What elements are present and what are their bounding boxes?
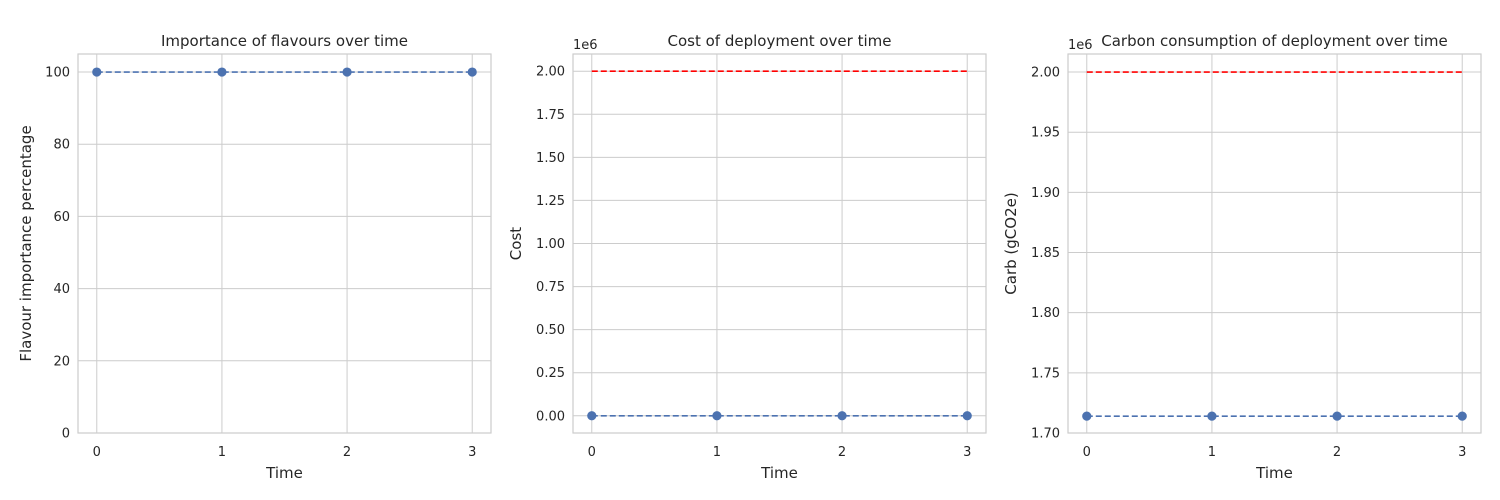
panel-carbon: 0 1 2 3 1.70 1.75 1.80 1.85 1.90 1.95 2.00 Carbon … <box>1002 32 1482 482</box>
panel-1-ticks: 0 1 2 3 0.00 0.25 0.50 0.75 1.00 1.25 1.50 1.75 2.00 <box>536 65 971 460</box>
data-point <box>92 67 102 77</box>
panel-0-ylabel: Flavour importance percentage <box>17 125 35 361</box>
y-tick-label: 1.85 <box>1031 246 1060 261</box>
x-tick-label: 3 <box>468 445 476 460</box>
y-tick-label: 60 <box>53 210 70 225</box>
y-tick-label: 0.00 <box>536 409 565 424</box>
y-tick-label: 1.70 <box>1031 427 1060 442</box>
x-tick-label: 2 <box>1333 445 1341 460</box>
x-tick-label: 3 <box>963 445 971 460</box>
y-tick-label: 80 <box>53 138 70 153</box>
data-point <box>1207 411 1217 421</box>
x-tick-label: 1 <box>713 445 721 460</box>
data-point <box>962 411 972 421</box>
panel-flavour-importance: 0 1 2 3 0 20 40 60 80 100 Importance of flavours … <box>17 32 492 482</box>
y-tick-label: 1.80 <box>1031 306 1060 321</box>
data-point <box>217 67 227 77</box>
panel-2-ylabel: Carb (gCO2e) <box>1002 192 1020 294</box>
panel-0-title: Importance of flavours over time <box>161 32 408 50</box>
panel-1-title: Cost of deployment over time <box>668 32 892 50</box>
x-tick-label: 0 <box>588 445 596 460</box>
y-tick-label: 1.90 <box>1031 186 1060 201</box>
panel-2-title: Carbon consumption of deployment over ti… <box>1101 32 1448 50</box>
panel-2-ticks: 0 1 2 3 1.70 1.75 1.80 1.85 1.90 1.95 2.00 <box>1031 66 1466 460</box>
panel-1-marks <box>587 70 972 421</box>
panel-0-ticks: 0 1 2 3 0 20 40 60 80 100 <box>45 66 476 460</box>
data-point <box>712 411 722 421</box>
panel-2-spines <box>1067 53 1482 434</box>
panel-cost: 0 1 2 3 0.00 0.25 0.50 0.75 1.00 1.25 1.50 1.75 2.00… <box>507 32 987 482</box>
y-tick-label: 1.75 <box>536 108 565 123</box>
data-point <box>342 67 352 77</box>
y-tick-label: 1.50 <box>536 151 565 166</box>
panel-1-offset-text: 1e6 <box>573 38 598 53</box>
y-tick-label: 1.95 <box>1031 126 1060 141</box>
y-tick-label: 100 <box>45 66 70 81</box>
data-point <box>467 67 477 77</box>
y-tick-label: 0.50 <box>536 323 565 338</box>
y-tick-label: 2.00 <box>536 65 565 80</box>
y-tick-label: 0 <box>62 427 70 442</box>
panel-1-ylabel: Cost <box>507 227 525 260</box>
panel-1-spines <box>572 53 987 434</box>
x-tick-label: 1 <box>1208 445 1216 460</box>
panel-0-xlabel: Time <box>265 464 303 482</box>
y-tick-label: 20 <box>53 354 70 369</box>
panel-2-xlabel: Time <box>1255 464 1293 482</box>
y-tick-label: 2.00 <box>1031 66 1060 81</box>
x-tick-label: 0 <box>93 445 101 460</box>
data-point <box>587 411 597 421</box>
panel-0-spines <box>77 53 492 434</box>
data-point <box>1457 411 1467 421</box>
x-tick-label: 0 <box>1083 445 1091 460</box>
panel-1-xlabel: Time <box>760 464 798 482</box>
panel-0-marks <box>92 67 477 77</box>
y-tick-label: 1.25 <box>536 194 565 209</box>
panel-2-offset-text: 1e6 <box>1068 38 1093 53</box>
y-tick-label: 0.25 <box>536 366 565 381</box>
panel-2-marks <box>1082 71 1467 421</box>
y-tick-label: 1.75 <box>1031 366 1060 381</box>
data-point <box>837 411 847 421</box>
data-point <box>1332 411 1342 421</box>
x-tick-label: 2 <box>838 445 846 460</box>
x-tick-label: 2 <box>343 445 351 460</box>
y-tick-label: 1.00 <box>536 237 565 252</box>
y-tick-label: 0.75 <box>536 280 565 295</box>
x-tick-label: 3 <box>1458 445 1466 460</box>
data-point <box>1082 411 1092 421</box>
y-tick-label: 40 <box>53 282 70 297</box>
x-tick-label: 1 <box>218 445 226 460</box>
